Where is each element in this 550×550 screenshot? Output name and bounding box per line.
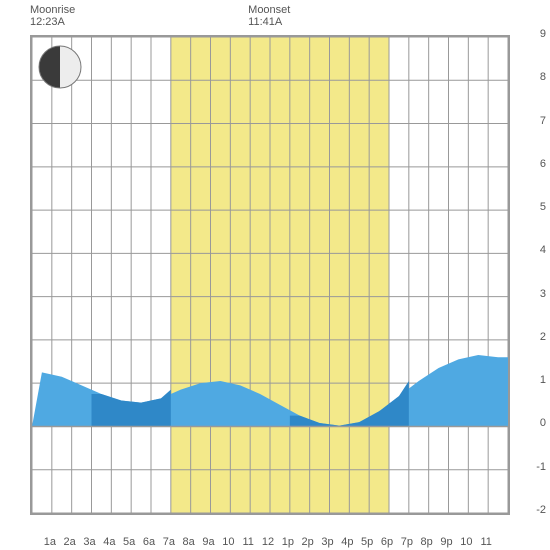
x-tick-label: 1a	[44, 536, 56, 548]
x-tick-label: 9a	[202, 536, 214, 548]
x-tick-label: 6a	[143, 536, 155, 548]
x-tick-label: 12	[262, 536, 274, 548]
moonset-time: 11:41A	[248, 16, 290, 28]
x-tick-label: 2a	[64, 536, 76, 548]
moonrise-time: 12:23A	[30, 16, 75, 28]
x-tick-label: 9p	[440, 536, 452, 548]
x-tick-label: 4p	[341, 536, 353, 548]
plot-svg	[32, 37, 508, 513]
x-tick-label: 5p	[361, 536, 373, 548]
y-tick-label: 0	[540, 417, 546, 429]
y-tick-label: -1	[536, 461, 546, 473]
y-tick-label: 1	[540, 374, 546, 386]
x-tick-label: 3a	[83, 536, 95, 548]
tide-chart: Moonrise 12:23A Moonset 11:41A -2-101234…	[0, 0, 550, 550]
x-tick-label: 10	[222, 536, 234, 548]
x-tick-label: 2p	[302, 536, 314, 548]
x-tick-label: 11	[242, 536, 253, 548]
moonset-label: Moonset	[248, 4, 290, 16]
x-tick-label: 6p	[381, 536, 393, 548]
y-tick-label: 8	[540, 71, 546, 83]
moonrise-block: Moonrise 12:23A	[30, 4, 75, 28]
y-tick-label: 5	[540, 201, 546, 213]
plot-area	[30, 35, 510, 515]
x-tick-label: 1p	[282, 536, 294, 548]
x-tick-label: 3p	[321, 536, 333, 548]
y-tick-label: 6	[540, 158, 546, 170]
moonrise-label: Moonrise	[30, 4, 75, 16]
y-tick-label: 9	[540, 28, 546, 40]
x-tick-label: 5a	[123, 536, 135, 548]
moonset-block: Moonset 11:41A	[248, 4, 290, 28]
x-tick-label: 7p	[401, 536, 413, 548]
y-tick-label: 3	[540, 288, 546, 300]
x-tick-label: 7a	[163, 536, 175, 548]
x-tick-label: 8p	[421, 536, 433, 548]
x-tick-label: 11	[480, 536, 491, 548]
moon-phase-icon	[38, 45, 82, 89]
x-tick-label: 8a	[183, 536, 195, 548]
y-tick-label: -2	[536, 504, 546, 516]
y-tick-label: 2	[540, 331, 546, 343]
y-tick-label: 7	[540, 115, 546, 127]
y-tick-label: 4	[540, 244, 546, 256]
x-tick-label: 4a	[103, 536, 115, 548]
x-tick-label: 10	[460, 536, 472, 548]
